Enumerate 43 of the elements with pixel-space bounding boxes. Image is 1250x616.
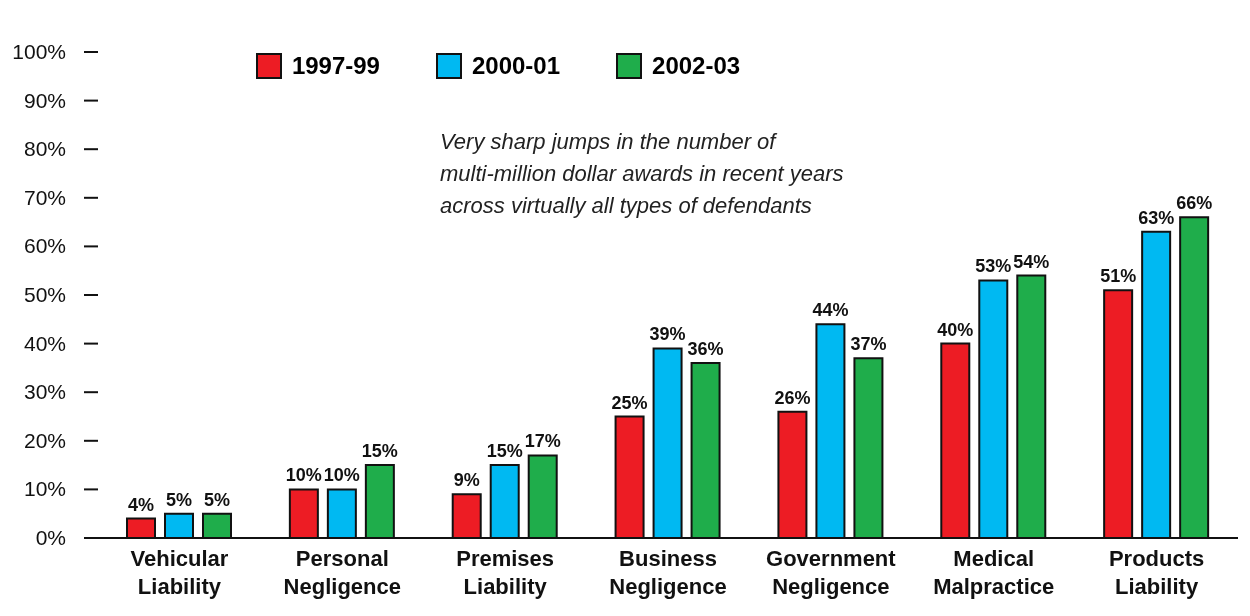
y-tick-label: 40% [23, 331, 66, 355]
y-tick-label: 10% [23, 477, 66, 501]
legend-label: 1997-99 [291, 52, 380, 80]
data-label: 15% [486, 441, 523, 462]
data-label: 10% [285, 465, 322, 486]
y-tick-label: 80% [23, 137, 66, 161]
y-tick-label: 100% [12, 40, 66, 63]
data-label: 63% [1138, 207, 1175, 228]
data-label: 9% [453, 470, 480, 491]
y-tick-label: 30% [23, 380, 66, 404]
data-label: 36% [687, 339, 724, 360]
y-tick-label: 60% [23, 234, 66, 258]
data-label: 53% [975, 256, 1012, 277]
data-label: 39% [649, 324, 686, 345]
x-tick-label: Government Negligence [766, 546, 897, 599]
x-tick-label: Business Negligence [609, 546, 727, 599]
data-label: 5% [203, 489, 231, 510]
data-label: 15% [361, 441, 398, 462]
y-tick-label: 90% [23, 88, 66, 112]
data-label: 25% [611, 392, 648, 413]
data-label: 40% [937, 319, 974, 340]
y-tick-label: 20% [23, 428, 66, 452]
data-label: 5% [165, 489, 193, 510]
x-tick-label: Personal Negligence [283, 546, 401, 599]
y-tick-label: 70% [23, 185, 66, 209]
x-tick-label: Premises Liability [456, 546, 555, 599]
x-tick-label: Products Liability [1108, 546, 1205, 599]
data-label: 26% [774, 387, 811, 408]
legend-label: 2002-03 [652, 52, 741, 80]
data-label: 51% [1100, 266, 1137, 287]
data-label: 37% [850, 334, 887, 355]
y-tick-label: 0% [35, 526, 66, 549]
data-label: 66% [1176, 193, 1213, 214]
legend-label: 2000-01 [471, 52, 561, 80]
data-label: 10% [323, 465, 360, 486]
data-label: 54% [1013, 251, 1050, 272]
data-label: 17% [524, 431, 561, 452]
x-tick-label: Medical Malpractice [933, 546, 1055, 599]
data-label: 44% [812, 300, 849, 321]
x-tick-label: Vehicular Liability [130, 546, 229, 599]
data-label: 4% [127, 494, 155, 515]
annotation: Very sharp jumps in the number of multi-million dollar awards in recent years across virtually all types of defendants [440, 128, 844, 220]
y-tick-label: 50% [23, 283, 66, 306]
